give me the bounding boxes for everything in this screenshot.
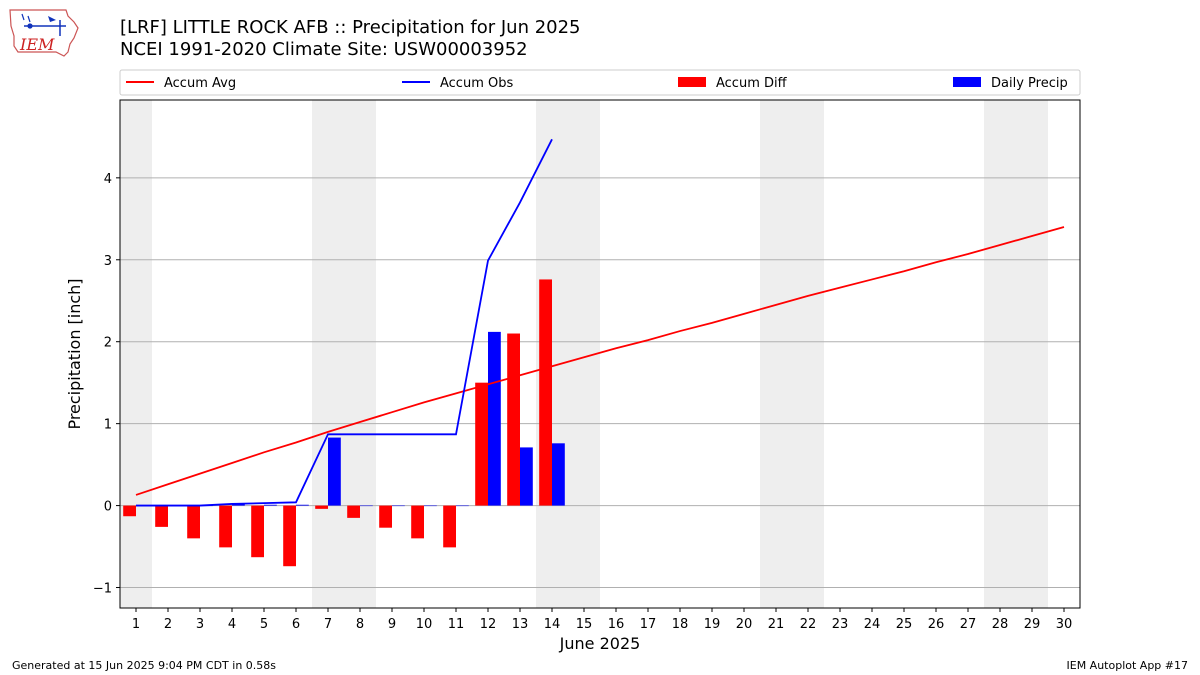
accum-diff-bar (411, 505, 424, 539)
x-tick-label: 29 (1024, 617, 1041, 632)
x-tick-label: 14 (544, 617, 561, 632)
x-tick-label: 1 (132, 617, 140, 632)
y-tick-label: 4 (104, 172, 112, 187)
x-tick-label: 2 (164, 617, 172, 632)
legend-label: Accum Avg (164, 76, 236, 91)
x-tick-label: 23 (832, 617, 849, 632)
daily-precip-bar (328, 437, 341, 506)
accum-diff-bar (443, 505, 456, 548)
x-axis-label: June 2025 (559, 634, 641, 653)
weekend-band (760, 100, 824, 608)
accum-avg-line (135, 226, 1065, 496)
y-tick-label: 0 (104, 500, 112, 515)
legend-label: Daily Precip (991, 76, 1068, 91)
x-tick-label: 10 (416, 617, 433, 632)
daily-precip-bar (264, 504, 277, 506)
generated-timestamp: Generated at 15 Jun 2025 9:04 PM CDT in … (12, 659, 277, 672)
x-tick-label: 30 (1056, 617, 1073, 632)
x-tick-label: 13 (512, 617, 529, 632)
accum-diff-bar (379, 505, 392, 528)
x-tick-label: 17 (640, 617, 657, 632)
legend-label: Accum Obs (440, 76, 513, 91)
x-tick-label: 3 (196, 617, 204, 632)
accum-diff-bar (123, 505, 136, 517)
daily-precip-bar (360, 505, 373, 507)
plot-frame (119, 99, 1081, 609)
legend-swatch-bar (953, 77, 981, 87)
x-tick-label: 26 (928, 617, 945, 632)
y-tick-label: −1 (93, 582, 112, 597)
x-tick-label: 18 (672, 617, 689, 632)
y-tick-label: 2 (104, 336, 112, 351)
x-tick-label: 11 (448, 617, 465, 632)
daily-precip-bar (424, 505, 437, 507)
daily-precip-bar (456, 505, 469, 507)
x-tick-label: 25 (896, 617, 913, 632)
x-tick-label: 15 (576, 617, 593, 632)
x-tick-label: 16 (608, 617, 625, 632)
weekend-band (984, 100, 1048, 608)
daily-precip-bar (232, 503, 245, 506)
x-tick-label: 22 (800, 617, 817, 632)
accum-diff-bar (475, 382, 488, 506)
x-tick-label: 9 (388, 617, 396, 632)
legend-box (119, 69, 1081, 96)
accum-diff-bar (347, 505, 360, 518)
legend-label: Accum Diff (716, 76, 788, 91)
accum-diff-bar (187, 505, 200, 539)
chart-title: [LRF] LITTLE ROCK AFB :: Precipitation f… (120, 17, 581, 38)
iem-logo: IEM (8, 6, 80, 58)
chart-subtitle: NCEI 1991-2020 Climate Site: USW00003952 (120, 39, 528, 60)
weekend-band (312, 100, 376, 608)
x-tick-label: 20 (736, 617, 753, 632)
iem-logo-graphic: IEM (9, 9, 79, 57)
x-tick-label: 28 (992, 617, 1009, 632)
accum-diff-bar (219, 505, 232, 548)
logo-text: IEM (19, 35, 55, 54)
x-tick-label: 27 (960, 617, 977, 632)
x-tick-label: 8 (356, 617, 364, 632)
x-tick-label: 12 (480, 617, 497, 632)
x-tick-label: 5 (260, 617, 268, 632)
y-tick-label: 3 (104, 254, 112, 269)
daily-precip-bar (296, 504, 309, 506)
weekend-band (120, 100, 152, 608)
daily-precip-bar (488, 331, 501, 506)
x-tick-label: 7 (324, 617, 332, 632)
x-tick-label: 4 (228, 617, 236, 632)
y-tick-label: 1 (104, 418, 112, 433)
daily-precip-bar (392, 505, 405, 507)
autoplot-app-label: IEM Autoplot App #17 (1066, 659, 1189, 672)
legend-swatch-bar (678, 77, 706, 87)
accum-diff-bar (155, 505, 168, 527)
accum-diff-bar (315, 505, 328, 509)
accum-diff-bar (539, 279, 552, 506)
daily-precip-bar (520, 447, 533, 506)
y-axis-label: Precipitation [inch] (65, 278, 84, 429)
x-tick-label: 24 (864, 617, 881, 632)
x-tick-label: 19 (704, 617, 721, 632)
accum-diff-bar (283, 505, 296, 567)
x-tick-label: 21 (768, 617, 785, 632)
x-tick-label: 6 (292, 617, 300, 632)
accum-obs-line (136, 138, 553, 507)
daily-precip-bar (552, 443, 565, 506)
accum-diff-bar (507, 333, 520, 506)
accum-diff-bar (251, 505, 264, 558)
